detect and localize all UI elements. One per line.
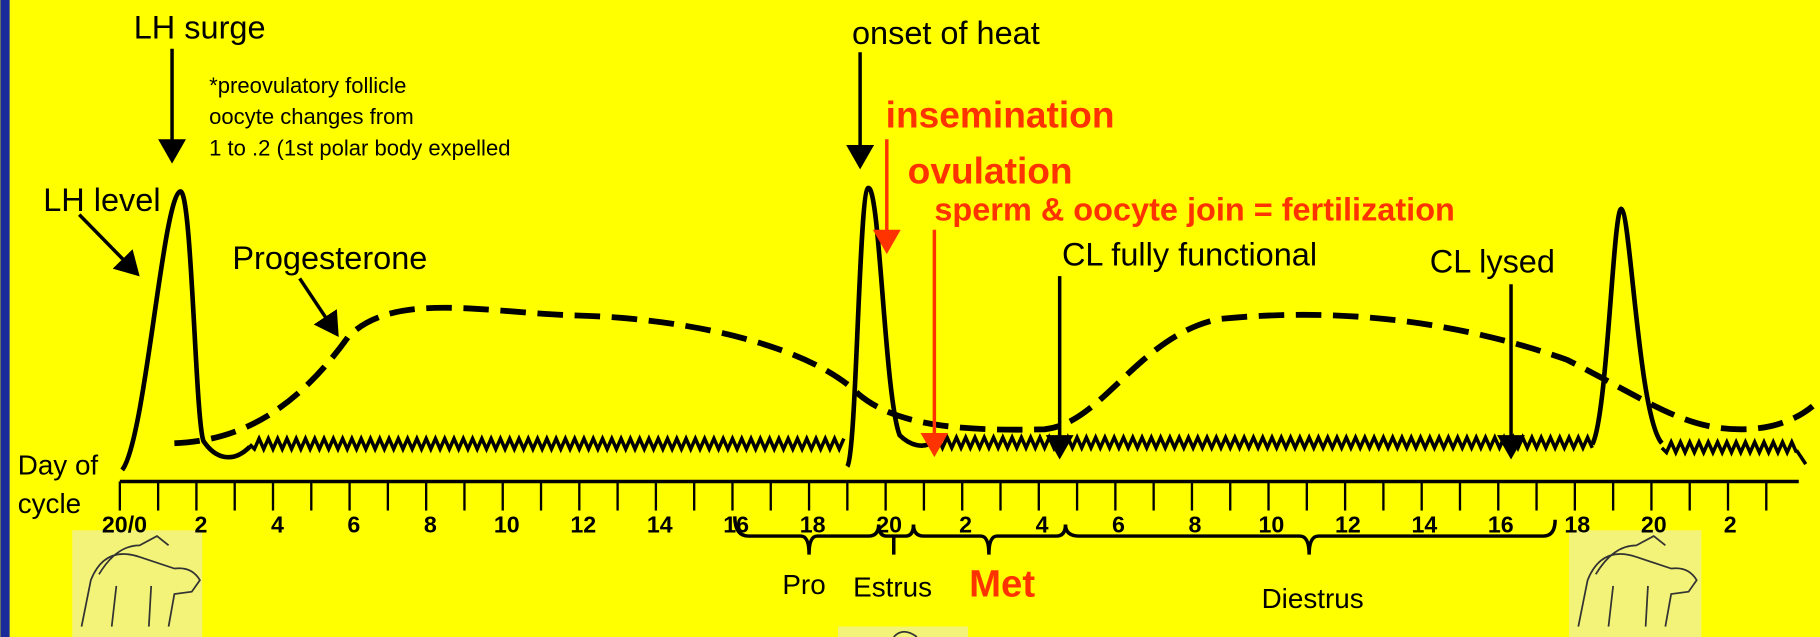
label: sperm & oocyte join = fertilization bbox=[934, 191, 1455, 227]
phase-label: Met bbox=[969, 562, 1035, 605]
baseline-wiggle bbox=[248, 434, 846, 454]
label: ovulation bbox=[908, 149, 1073, 191]
tick-label: 8 bbox=[424, 512, 437, 538]
brace bbox=[876, 524, 916, 555]
tick-label: 20 bbox=[1641, 512, 1667, 538]
lh-peak bbox=[845, 185, 930, 468]
tick-label: 4 bbox=[271, 512, 284, 538]
tick-label: 16 bbox=[1488, 512, 1514, 538]
brace bbox=[911, 524, 1068, 555]
tick-label: 12 bbox=[570, 512, 596, 538]
phase-label: Estrus bbox=[853, 571, 932, 602]
tick-label: 2 bbox=[194, 512, 207, 538]
lh-baseline bbox=[248, 433, 1808, 466]
tick-label: 8 bbox=[1189, 512, 1202, 538]
tick-label: 2 bbox=[959, 512, 972, 538]
progesterone-curve bbox=[174, 304, 1815, 447]
cow-icon bbox=[838, 626, 969, 637]
tick-label: 2 bbox=[1724, 512, 1737, 538]
tick-label: 10 bbox=[1259, 512, 1285, 538]
brace bbox=[1063, 519, 1557, 555]
axis-ticks bbox=[118, 481, 1768, 511]
axis-title: cycle bbox=[18, 488, 81, 519]
axis-title: Day of bbox=[18, 450, 99, 481]
tick-label: 6 bbox=[347, 512, 360, 538]
phase-label: Diestrus bbox=[1262, 583, 1364, 614]
tick-label: 10 bbox=[494, 512, 520, 538]
note-line: *preovulatory follicle bbox=[209, 73, 406, 98]
cow-icon bbox=[72, 530, 203, 637]
lh-peak bbox=[120, 189, 252, 472]
label: CL lysed bbox=[1430, 244, 1555, 280]
arrow bbox=[77, 213, 140, 277]
lh-peak bbox=[1590, 206, 1664, 446]
tick-label: 14 bbox=[647, 512, 673, 538]
tick-label: 14 bbox=[1411, 512, 1437, 538]
baseline-wiggle bbox=[1795, 449, 1808, 466]
label: insemination bbox=[886, 94, 1115, 136]
tick-label: 16 bbox=[723, 512, 749, 538]
note-line: 1 to .2 (1st polar body expelled bbox=[209, 135, 510, 160]
label: LH surge bbox=[134, 9, 266, 45]
baseline-wiggle bbox=[1660, 437, 1799, 457]
cow-icon bbox=[1569, 530, 1702, 637]
tick-label: 20/0 bbox=[102, 512, 147, 538]
tick-label: 18 bbox=[800, 512, 826, 538]
note-line: oocyte changes from bbox=[209, 104, 414, 129]
baseline-wiggle bbox=[927, 433, 1594, 453]
tick-label: 12 bbox=[1335, 512, 1361, 538]
phase-label: Pro bbox=[782, 569, 825, 600]
phase-braces bbox=[733, 516, 1557, 555]
tick-label: 6 bbox=[1112, 512, 1125, 538]
label: CL fully functional bbox=[1062, 237, 1317, 273]
arrow bbox=[298, 277, 339, 338]
label: Progesterone bbox=[232, 240, 427, 276]
label: onset of heat bbox=[852, 15, 1040, 51]
side-bar bbox=[0, 0, 10, 637]
brace bbox=[733, 516, 881, 555]
label: LH level bbox=[43, 182, 160, 218]
tick-label: 20 bbox=[876, 512, 902, 538]
tick-label: 4 bbox=[1036, 512, 1049, 538]
tick-label: 18 bbox=[1564, 512, 1590, 538]
